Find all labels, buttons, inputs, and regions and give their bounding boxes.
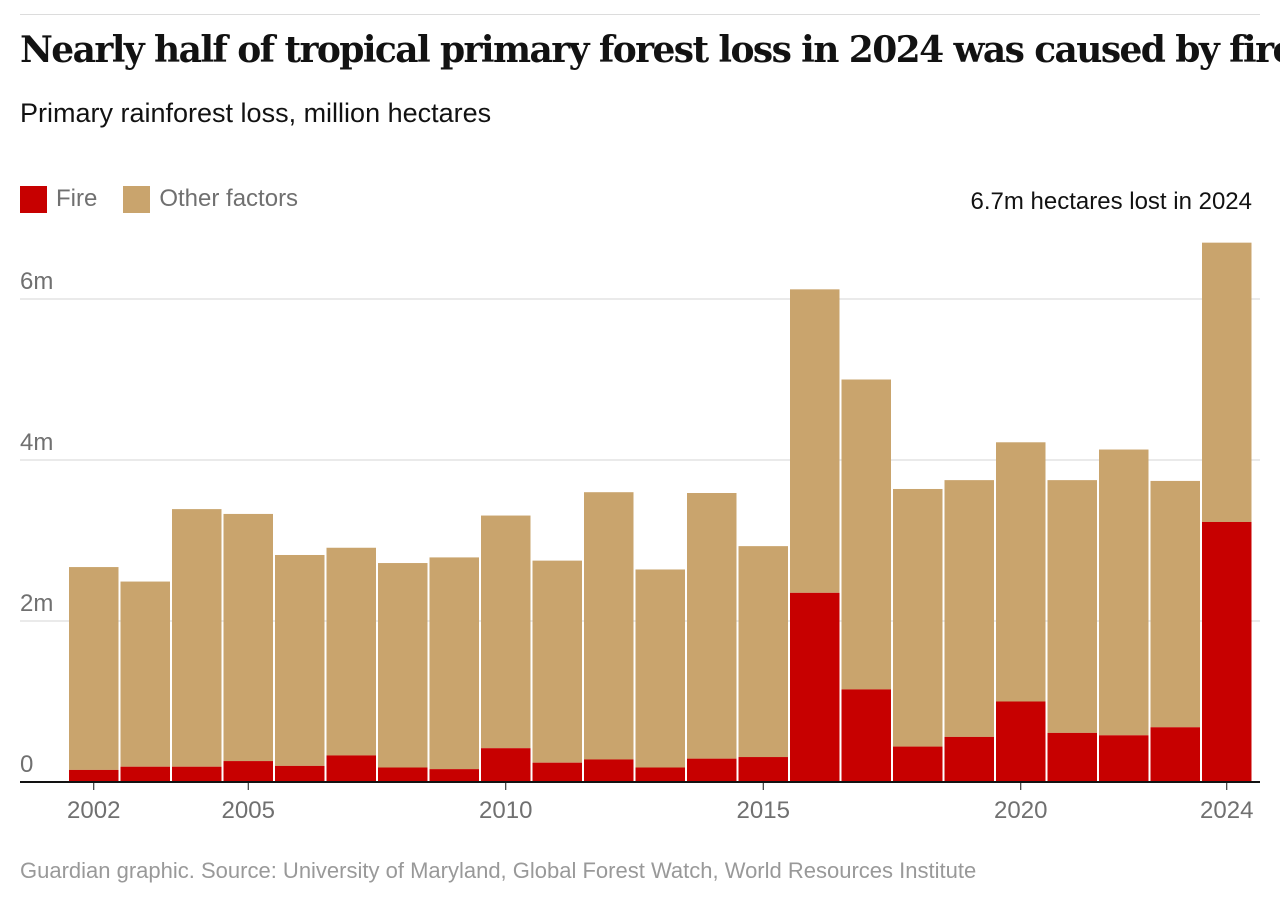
- chart-title: Nearly half of tropical primary forest l…: [20, 29, 1280, 71]
- bar-other-2015: [738, 546, 788, 758]
- x-tick-label: 2005: [222, 797, 275, 824]
- bar-other-2005: [223, 513, 273, 762]
- bar-other-2013: [635, 569, 685, 768]
- bar-other-2018: [893, 488, 943, 747]
- legend-swatch-fire: [20, 185, 47, 213]
- bar-fire-2009: [429, 769, 479, 782]
- bar-fire-2024: [1202, 521, 1252, 782]
- bar-fire-2005: [223, 761, 273, 782]
- legend-label-fire: Fire: [56, 185, 98, 212]
- bar-fire-2018: [893, 746, 943, 782]
- bar-other-2019: [944, 480, 994, 737]
- bar-fire-2013: [635, 767, 685, 782]
- bar-other-2002: [69, 567, 119, 770]
- legend: Fire Other factors: [20, 185, 324, 213]
- chart-subtitle: Primary rainforest loss, million hectare…: [20, 98, 492, 128]
- bar-fire-2017: [841, 689, 891, 782]
- bar-other-2006: [275, 554, 325, 766]
- y-tick-label: 2m: [20, 590, 53, 617]
- y-tick-label: 6m: [20, 268, 53, 295]
- legend-item-fire: Fire: [20, 185, 97, 213]
- bar-other-2023: [1150, 480, 1200, 728]
- legend-swatch-other: [123, 185, 151, 213]
- bar-fire-2019: [944, 736, 994, 782]
- bar-fire-2014: [687, 758, 737, 782]
- bar-fire-2007: [326, 755, 376, 782]
- bar-fire-2022: [1099, 735, 1149, 782]
- bar-other-2014: [687, 493, 737, 759]
- x-tick-label: 2010: [479, 797, 532, 824]
- bar-other-2020: [996, 442, 1046, 702]
- legend-item-other: Other factors: [123, 185, 298, 213]
- bar-other-2007: [326, 547, 376, 756]
- bar-other-2017: [841, 379, 891, 690]
- bar-other-2016: [790, 289, 840, 593]
- bar-fire-2008: [378, 767, 428, 782]
- y-tick-label: 0: [20, 751, 33, 778]
- bar-fire-2002: [69, 769, 119, 782]
- bar-fire-2006: [275, 765, 325, 782]
- bar-fire-2012: [584, 759, 634, 782]
- x-tick-label: 2024: [1200, 797, 1253, 824]
- bar-fire-2011: [532, 762, 582, 782]
- legend-label-other: Other factors: [159, 185, 299, 212]
- source-note: Guardian graphic. Source: University of …: [20, 858, 977, 883]
- bar-other-2021: [1047, 480, 1097, 733]
- bar-fire-2004: [172, 766, 222, 782]
- bar-fire-2023: [1150, 727, 1200, 782]
- bar-other-2004: [172, 509, 222, 767]
- bar-other-2008: [378, 563, 428, 768]
- annotation-2024: 6.7m hectares lost in 2024: [970, 188, 1253, 215]
- bar-other-2011: [532, 560, 582, 763]
- bar-fire-2003: [120, 766, 170, 782]
- bar-other-2003: [120, 581, 170, 767]
- bar-other-2022: [1099, 449, 1149, 736]
- bar-other-2009: [429, 557, 479, 770]
- top-rule: [20, 14, 1260, 15]
- bar-fire-2016: [790, 592, 840, 782]
- bar-fire-2010: [481, 748, 531, 782]
- bar-fire-2015: [738, 757, 788, 782]
- bar-other-2024: [1202, 242, 1252, 522]
- bar-fire-2020: [996, 701, 1046, 782]
- bar-fire-2021: [1047, 732, 1097, 782]
- y-tick-label: 4m: [20, 429, 53, 456]
- bar-other-2010: [481, 515, 531, 749]
- x-tick-label: 2015: [737, 797, 790, 824]
- bar-other-2012: [584, 492, 634, 760]
- x-tick-label: 2002: [67, 797, 120, 824]
- x-tick-label: 2020: [994, 797, 1047, 824]
